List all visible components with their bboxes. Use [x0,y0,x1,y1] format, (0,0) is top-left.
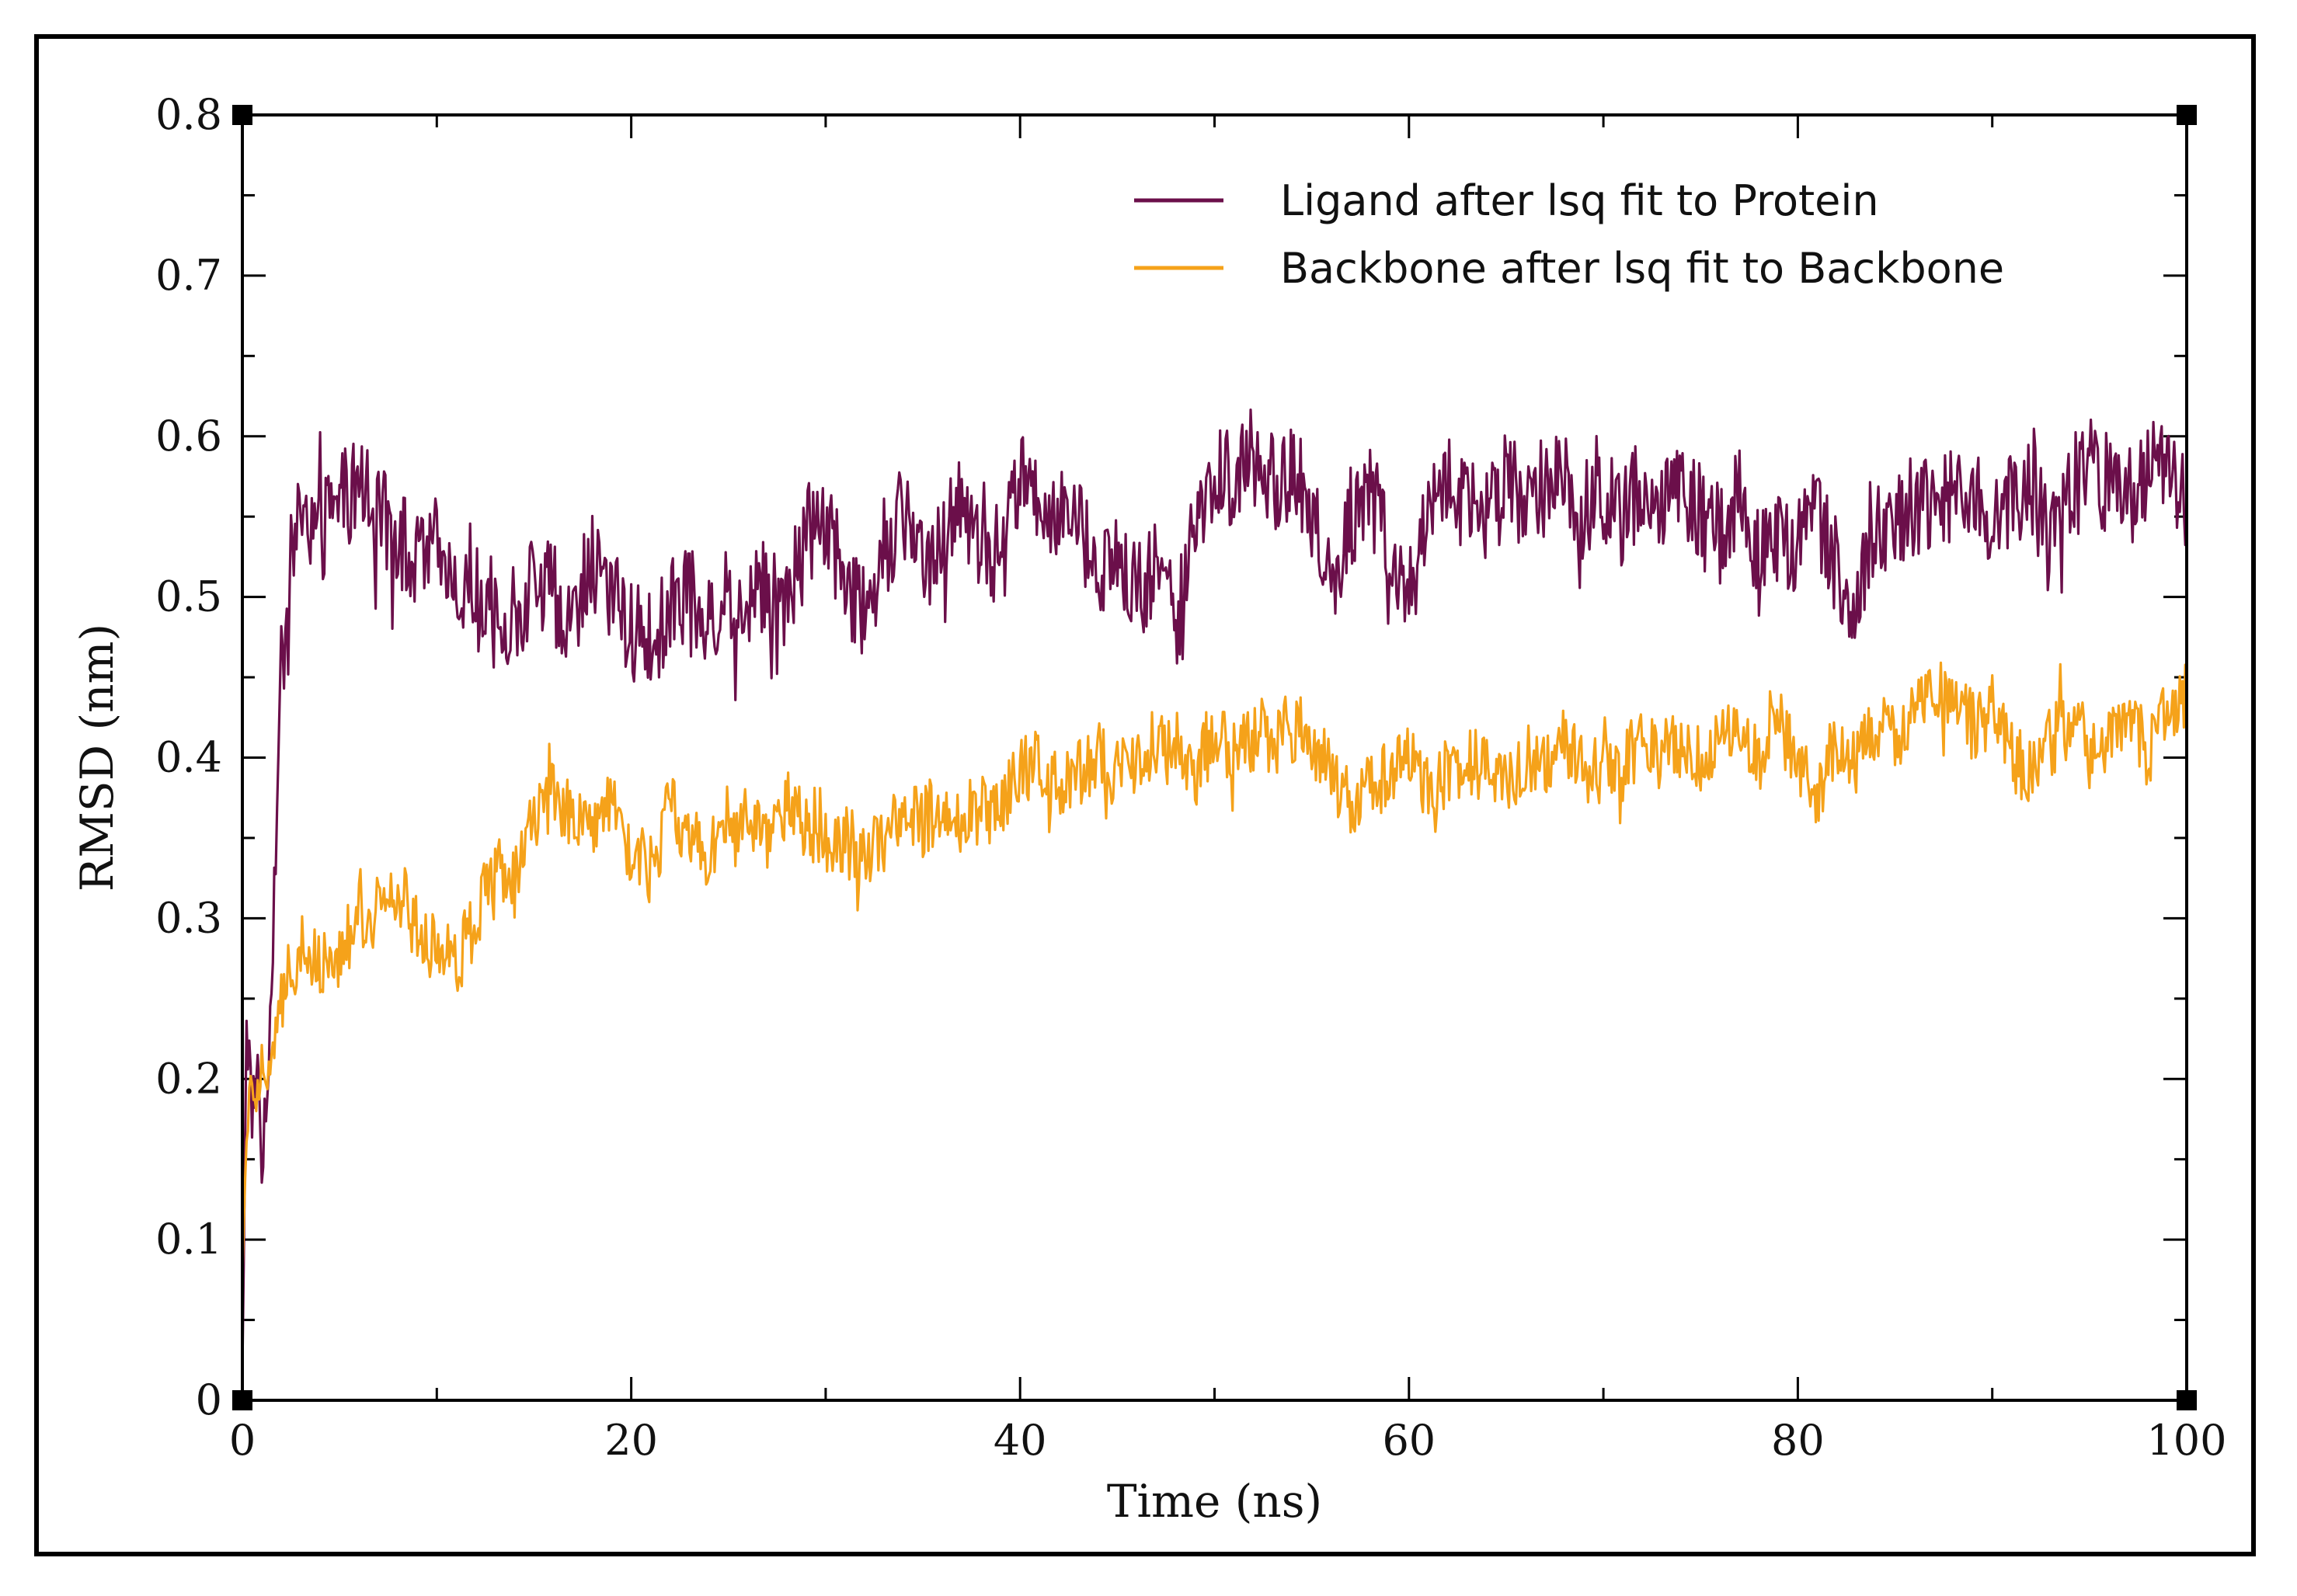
figure-frame [34,34,2256,1556]
plot-corner-handles [232,105,2197,1410]
legend: Ligand after lsq fit to Protein Backbone… [1134,176,2004,293]
x-tick-label: 100 [2146,1416,2226,1465]
x-tick-label: 0 [229,1416,256,1465]
x-tick-label: 20 [604,1416,658,1465]
y-tick-label: 0.8 [155,90,222,139]
y-tick-label: 0.4 [155,733,222,782]
series-lines [241,409,2188,1372]
legend-label-ligand: Ligand after lsq fit to Protein [1280,176,1879,225]
y-tick-label: 0.6 [155,412,222,461]
y-tick-label: 0.2 [155,1054,222,1103]
y-tick-label: 0.5 [155,572,222,621]
corner-handle [2177,105,2197,125]
y-tick-label: 0.7 [155,251,222,300]
x-tick-label: 40 [994,1416,1047,1465]
legend-label-backbone: Backbone after lsq fit to Backbone [1280,244,2004,293]
corner-handle [232,1390,252,1410]
corner-handle [232,105,252,125]
series-line-ligand [241,409,2188,1372]
corner-handle [2177,1390,2197,1410]
y-tick-label: 0.1 [155,1215,222,1264]
y-axis-label: RMSD (nm) [71,624,124,892]
series-line-backbone [241,661,2187,1277]
axis-tick-labels: 0 20 40 60 80 100 0 0.1 0.2 0.3 0.4 0.5 0.6 0.7 0.8 [155,90,2226,1465]
y-tick-label: 0 [196,1375,222,1424]
x-tick-label: 60 [1382,1416,1436,1465]
plot-area-frame [241,113,2188,1402]
x-axis-label: Time (ns) [1107,1475,1322,1528]
x-tick-label: 80 [1771,1416,1825,1465]
y-tick-label: 0.3 [155,893,222,942]
